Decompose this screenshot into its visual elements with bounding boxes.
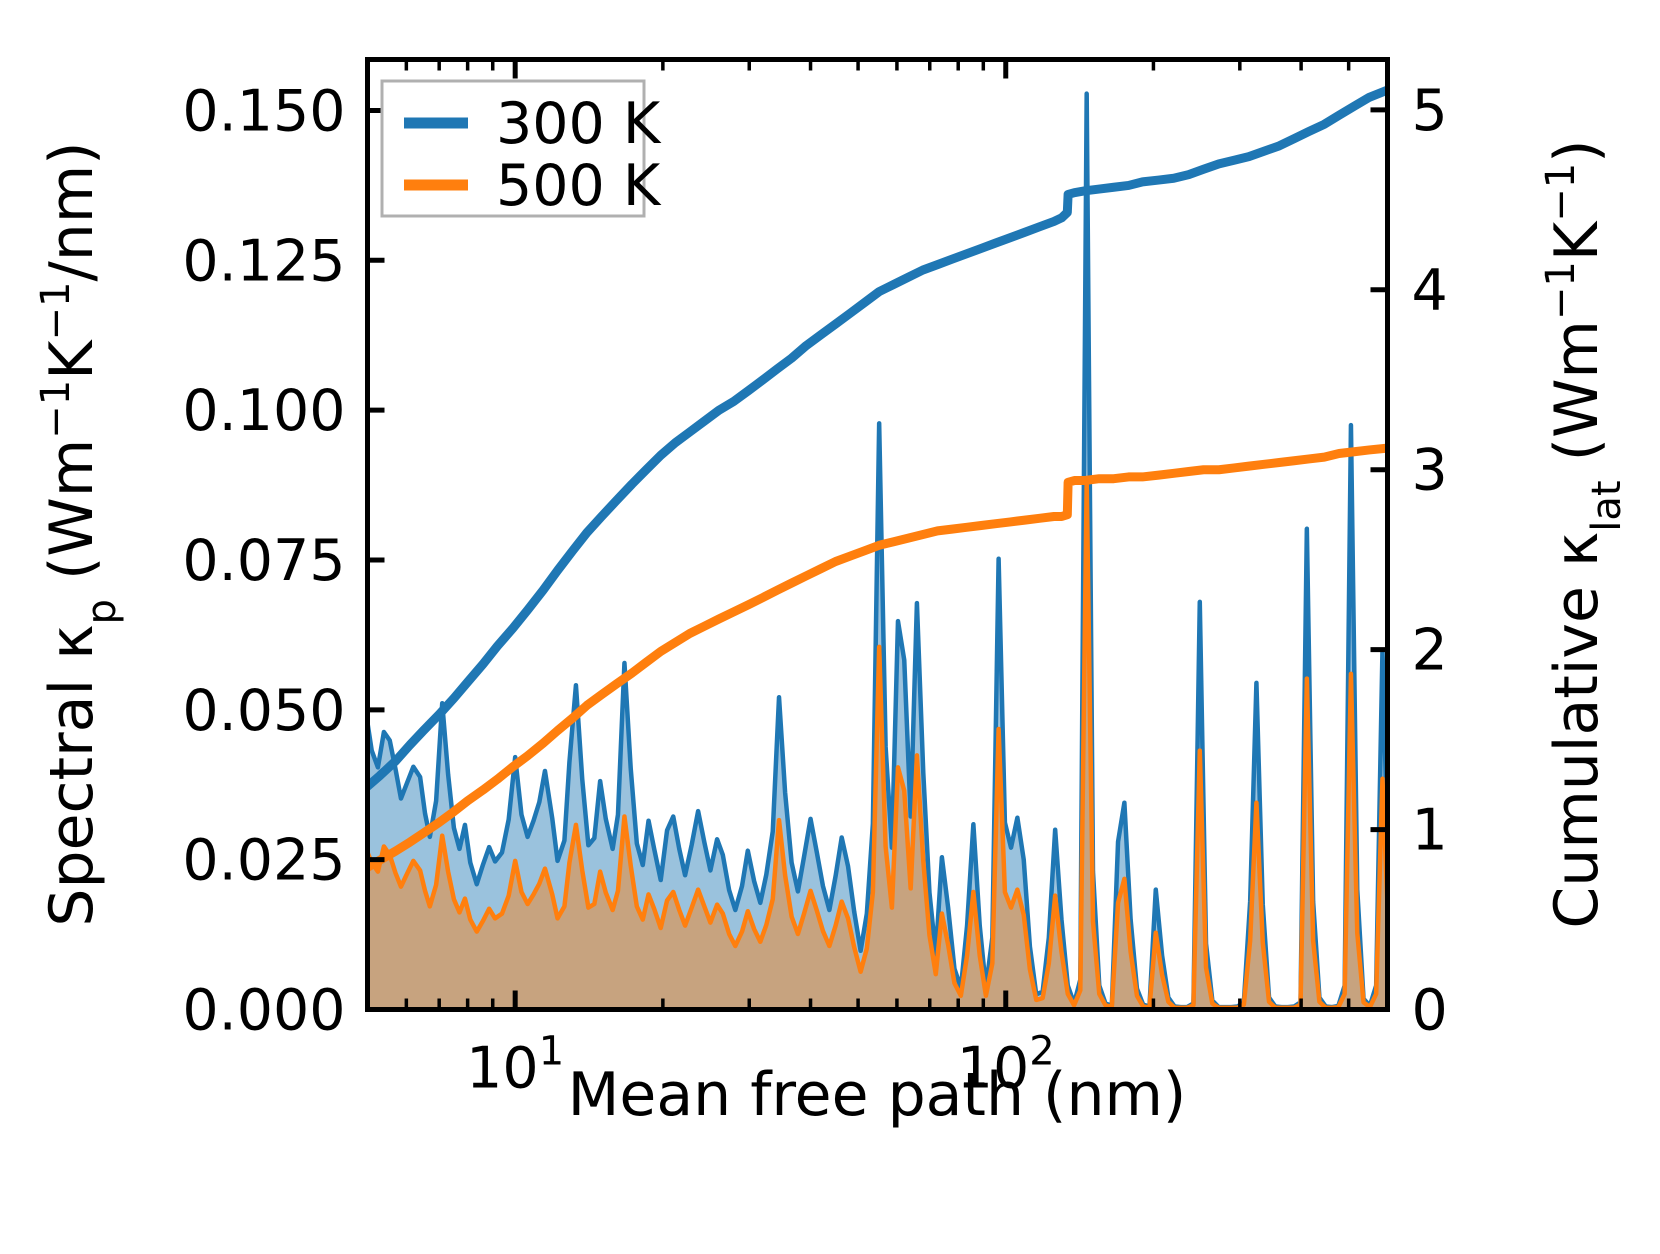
tick-labels-layer: 0.000 0.025 0.050 0.075 0.100 0.125 0.150 0 1 2 3 4… (182, 78, 1447, 1102)
y-tick-label-right: 5 (1412, 78, 1448, 144)
spectral-line-500K (365, 479, 1390, 1010)
y-tick-label-right: 3 (1412, 438, 1448, 504)
ticks-layer (365, 59, 1390, 1012)
x-axis-title: Mean free path (nm) (568, 1060, 1187, 1130)
x-tick-label: 102 (957, 1029, 1055, 1102)
y-tick-label-left: 0.075 (182, 528, 345, 594)
legend-label-300K: 300 K (496, 91, 662, 157)
y-axis-title-left: Spectral κp (Wm−1K−1/nm) (33, 141, 125, 926)
y-tick-label-left: 0.125 (182, 228, 345, 294)
y-tick-label-right: 2 (1412, 618, 1448, 684)
cumulative-line-300K (365, 85, 1390, 791)
y-tick-label-left: 0.025 (182, 828, 345, 894)
cumulative-series-layer (365, 85, 1390, 872)
y-axis-title-right: Cumulative κlat (Wm−1K−1) (1538, 139, 1630, 928)
legend-label-500K: 500 K (496, 153, 662, 219)
y-tick-label-left: 0.000 (182, 978, 345, 1044)
axes-layer (365, 57, 1390, 1012)
y-tick-label-left: 0.100 (182, 378, 345, 444)
y-tick-label-right: 0 (1412, 978, 1448, 1044)
data-series-layer (365, 91, 1390, 1010)
legend-box (380, 79, 646, 218)
y-tick-label-right: 4 (1412, 258, 1448, 324)
y-tick-label-right: 1 (1412, 798, 1448, 864)
cumulative-line-500K (365, 443, 1390, 872)
y-tick-label-left: 0.150 (182, 78, 345, 144)
x-tick-label: 101 (466, 1029, 564, 1102)
y-tick-label-left: 0.050 (182, 678, 345, 744)
